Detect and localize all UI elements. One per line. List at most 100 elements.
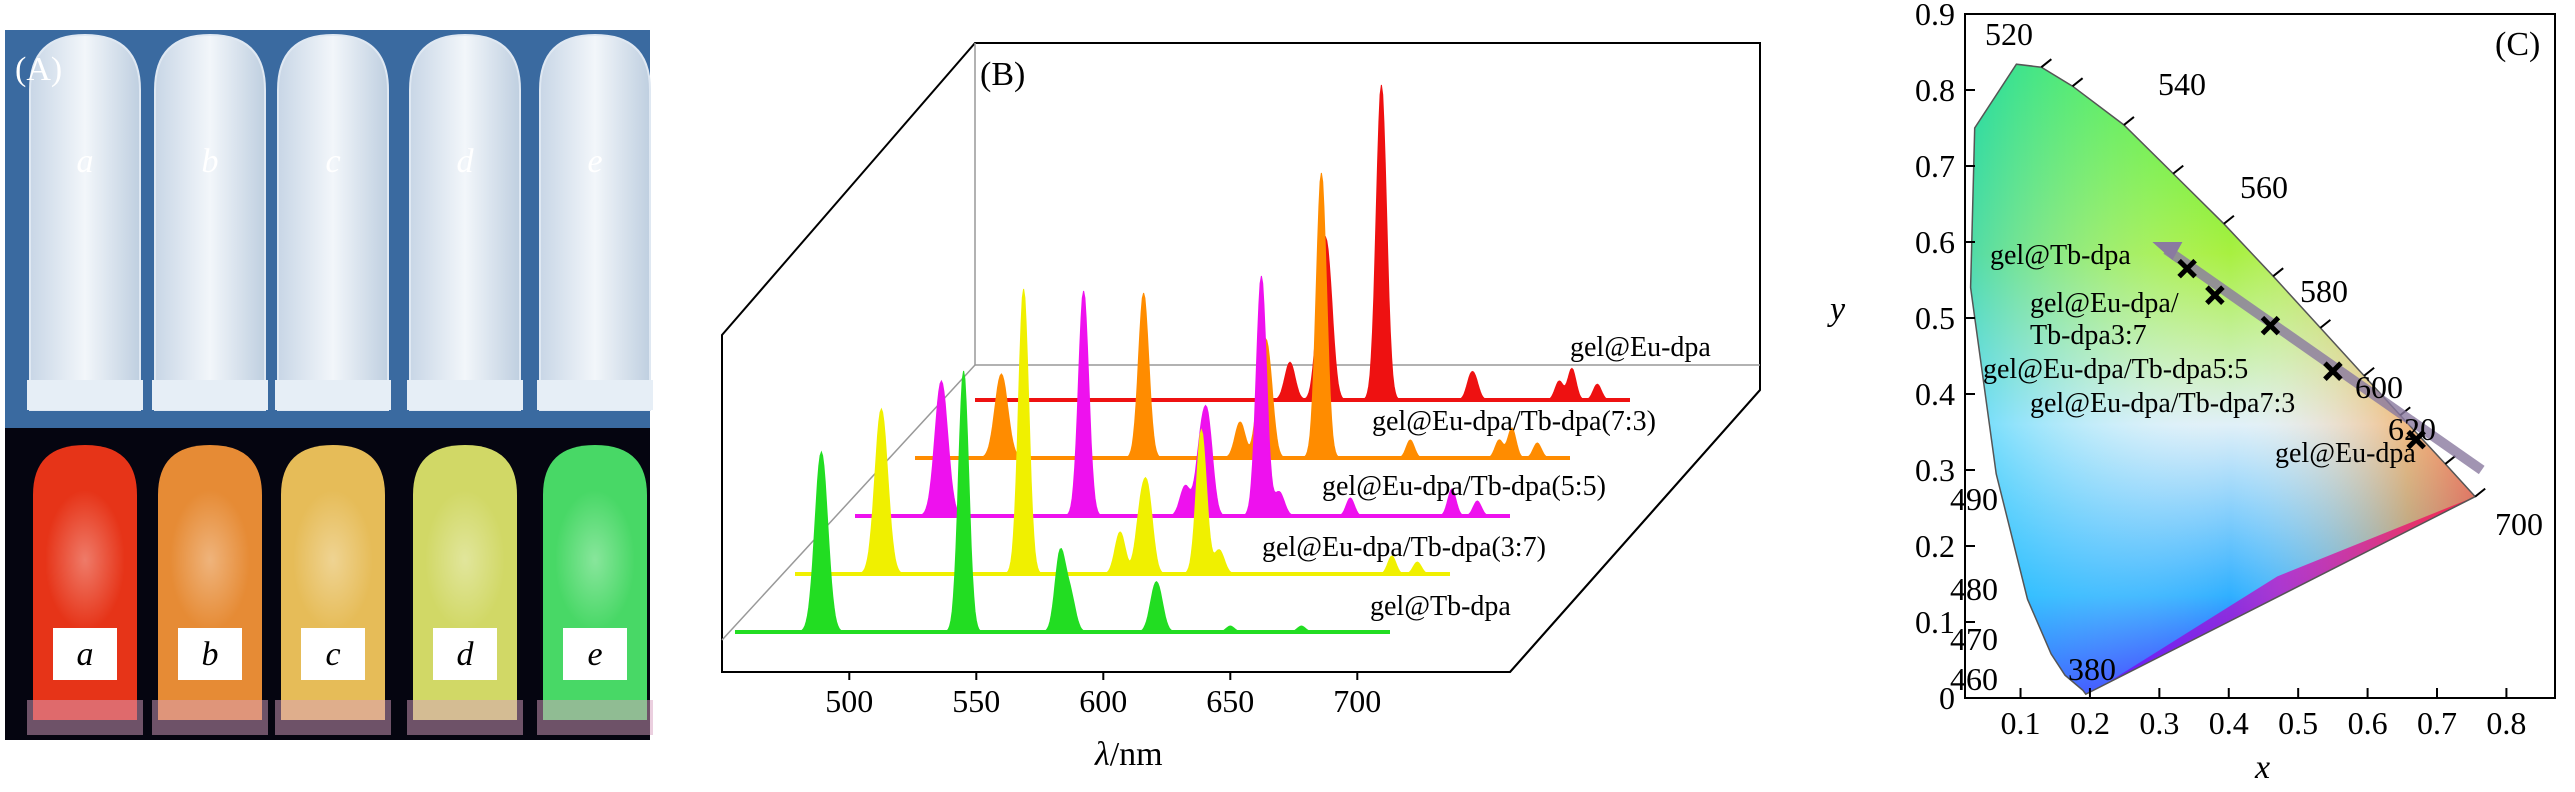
- y-tick-label: 0.6: [1915, 224, 1955, 260]
- series-label-73: gel@Eu-dpa/Tb-dpa(7:3): [1372, 406, 1656, 437]
- y-tick-label: 0.3: [1915, 452, 1955, 488]
- point-label-tb: gel@Tb-dpa: [1990, 240, 2131, 271]
- vial-cap-base: [407, 380, 523, 410]
- cie-point-marker: [2260, 315, 2281, 336]
- x-axis-title: λ/nm: [1094, 736, 1163, 773]
- vial-cap-base: [152, 380, 268, 410]
- panel-b-front-edge: [722, 389, 1761, 673]
- x-tick-label: 0.7: [2417, 705, 2457, 741]
- panel-b-label: (B): [980, 56, 1025, 93]
- locus-tick: [2223, 214, 2235, 225]
- trend-arrow: [2163, 245, 2485, 475]
- uv-vial-highlight: [293, 490, 373, 630]
- series-label-55: gel@Eu-dpa/Tb-dpa(5:5): [1322, 471, 1606, 502]
- panel-c: 0 0.1 0.2 0.3 0.4 0.5 0.6 0.7 0.8 0.9 0.1 0.2 0.3 0.4…: [1827, 0, 2556, 786]
- locus-tick: [2172, 164, 2184, 175]
- daylight-vial: [29, 33, 141, 411]
- uv-vial-label: d: [457, 636, 475, 673]
- cie-point-marker: [2205, 285, 2225, 305]
- uv-vial-cap: [152, 700, 268, 735]
- uv-vial-tag: [563, 628, 627, 680]
- y-tick-label: 0.4: [1915, 376, 1955, 412]
- uv-vials: a b c d e: [27, 445, 653, 735]
- wavelength-label: 380: [2068, 651, 2116, 687]
- uv-vial-tag: [178, 628, 242, 680]
- vial-cap-base: [275, 380, 391, 410]
- cie-y-axis-title: y: [1827, 291, 1846, 328]
- x-axis-unit: /nm: [1110, 736, 1163, 773]
- wavelength-label: 700: [2495, 506, 2543, 542]
- cie-point-marker: [2323, 361, 2343, 381]
- uv-vial-label: a: [77, 636, 94, 673]
- x-tick-label: 0.5: [2278, 705, 2318, 741]
- wavelength-label: 470: [1950, 621, 1998, 657]
- panel-c-frame: [1964, 13, 2556, 699]
- x-axis-ticks: 500 550 600 650 700: [825, 672, 1381, 719]
- panel-b: 500 550 600 650 700 (B) λ/nm gel@Eu-dpa gel@…: [721, 42, 1761, 773]
- y-tick-label: 0.5: [1915, 300, 1955, 336]
- panel-a-label: (A): [15, 51, 62, 88]
- uv-vial-highlight: [555, 490, 635, 630]
- point-label-37-line1: gel@Eu-dpa/: [2030, 288, 2179, 319]
- x-tick-label: 650: [1206, 683, 1254, 719]
- spectrum-4: [735, 370, 1383, 633]
- daylight-vial: [154, 33, 266, 411]
- locus-tick: [2474, 487, 2486, 498]
- wavelength-label: 540: [2158, 66, 2206, 102]
- wavelength-label: 560: [2240, 169, 2288, 205]
- x-tick-label: 500: [825, 683, 873, 719]
- cie-points: [2152, 242, 2485, 475]
- wavelength-labels: 520 540 560 580 600 620 700 490 480 470 460 380: [1950, 16, 2543, 697]
- uv-vial-cap: [537, 700, 653, 735]
- wavelength-label: 490: [1950, 481, 1998, 517]
- wavelength-label: 460: [1950, 661, 1998, 697]
- daylight-vial-label: e: [587, 143, 602, 180]
- uv-vial-highlight: [425, 490, 505, 630]
- x-tick-label: 0.4: [2209, 705, 2249, 741]
- locus-tick: [2123, 116, 2135, 126]
- locus-tick: [2363, 366, 2375, 377]
- x-tick-label: 600: [1079, 683, 1127, 719]
- x-tick-label: 0.2: [2070, 705, 2110, 741]
- locus-tick: [2040, 58, 2052, 68]
- trend-arrow-head: [2152, 242, 2183, 260]
- daylight-vials: a b c d e: [27, 33, 653, 411]
- series-label-37: gel@Eu-dpa/Tb-dpa(3:7): [1262, 532, 1546, 563]
- x-tick-label: 550: [952, 683, 1000, 719]
- wavelength-label: 620: [2388, 411, 2436, 447]
- uv-vial-label: e: [587, 636, 602, 673]
- series-label-eu: gel@Eu-dpa: [1570, 332, 1711, 363]
- cie-axes: 0 0.1 0.2 0.3 0.4 0.5 0.6 0.7 0.8 0.9 0.1 0.2 0.3 0.4…: [1915, 0, 2526, 741]
- wavelength-label: 580: [2300, 273, 2348, 309]
- point-label-73: gel@Eu-dpa/Tb-dpa7:3: [2030, 388, 2295, 419]
- locus-tick: [2319, 319, 2332, 329]
- uv-vial-label: b: [202, 636, 219, 673]
- x-tick-label: 0.1: [2001, 705, 2041, 741]
- point-label-55: gel@Eu-dpa/Tb-dpa5:5: [1983, 354, 2248, 385]
- uv-vial-cap: [275, 700, 391, 735]
- locus-tick: [2444, 455, 2456, 465]
- y-tick-label: 0.1: [1915, 604, 1955, 640]
- y-tick-label: 0.7: [1915, 148, 1955, 184]
- wavelength-label: 520: [1985, 16, 2033, 52]
- cie-x-axis-title: x: [2254, 749, 2270, 786]
- uv-vial-highlight: [45, 490, 125, 630]
- daylight-vial: [409, 33, 521, 411]
- spectra-group: [735, 84, 1630, 634]
- uv-vial-cap: [407, 700, 523, 735]
- point-label-37-line2: Tb-dpa3:7: [2030, 320, 2147, 351]
- x-tick-label: 0.3: [2139, 705, 2179, 741]
- daylight-vial-label: b: [202, 143, 219, 180]
- panel-b-back-wall: [974, 43, 1760, 366]
- x-axis-symbol: λ: [1094, 736, 1110, 773]
- vial-cap-base: [27, 380, 143, 410]
- cie-point-marker: [2406, 429, 2426, 450]
- panel-b-floor-edge: [721, 364, 976, 641]
- uv-vial-cap: [27, 700, 143, 735]
- x-tick-label: 700: [1333, 683, 1381, 719]
- daylight-vial-label: c: [325, 143, 340, 180]
- uv-vial-label: c: [325, 636, 340, 673]
- x-tick-label: 0.8: [2486, 705, 2526, 741]
- panel-c-label: (C): [2495, 26, 2540, 63]
